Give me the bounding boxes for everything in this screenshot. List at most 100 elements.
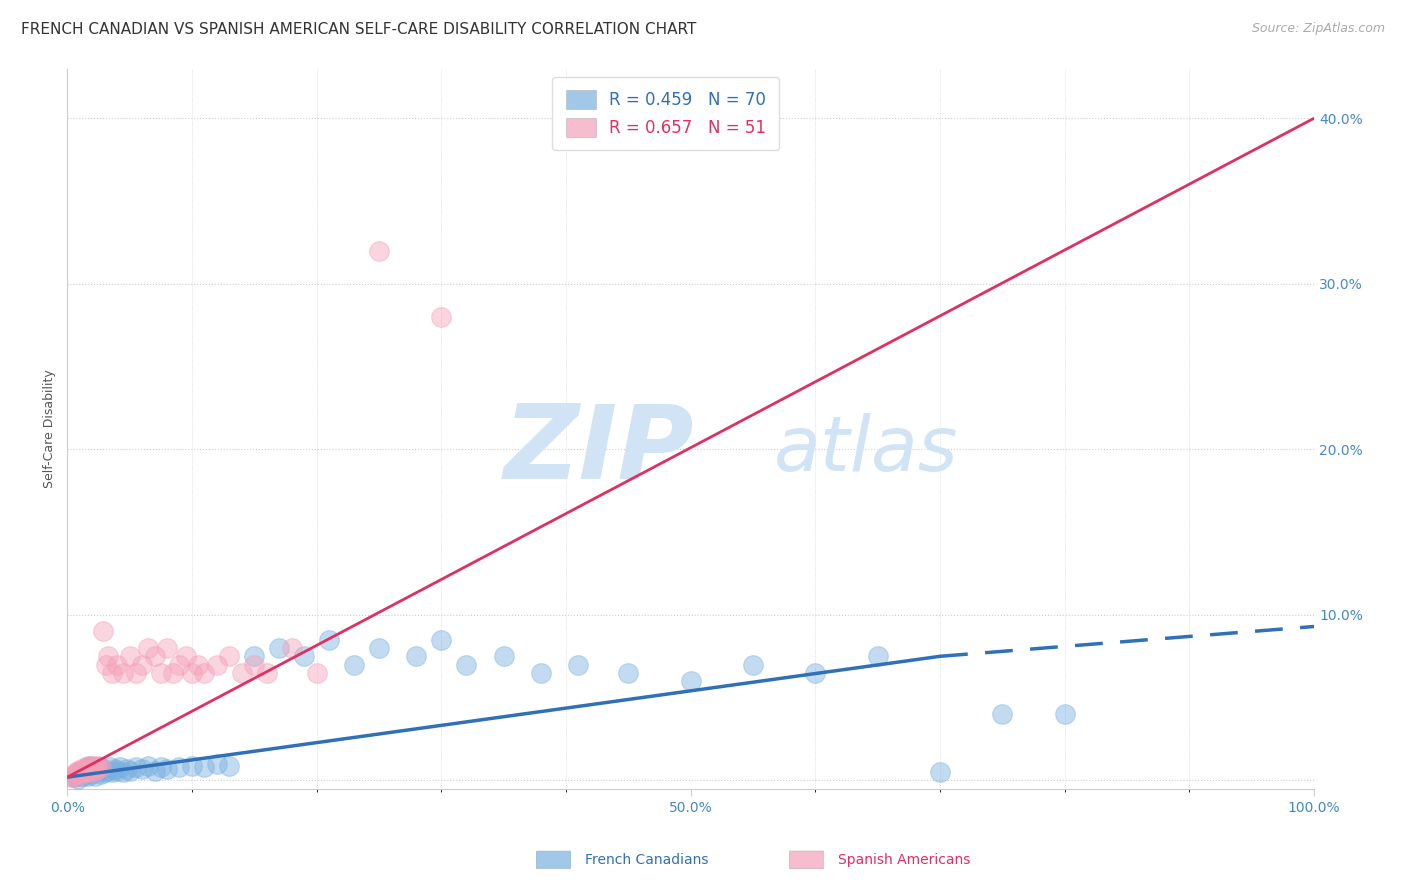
Point (98, 760, 121, 774)
Point (218, 758, 240, 772)
Point (83, 764, 105, 778)
Point (75, 767, 97, 781)
Point (567, 657, 589, 672)
Point (193, 760, 215, 774)
Point (101, 665, 124, 680)
Point (96, 764, 118, 778)
Point (70, 764, 93, 778)
Point (66, 767, 89, 781)
Text: FRENCH CANADIAN VS SPANISH AMERICAN SELF-CARE DISABILITY CORRELATION CHART: FRENCH CANADIAN VS SPANISH AMERICAN SELF… (21, 22, 696, 37)
Point (617, 665, 640, 680)
Point (69, 765, 91, 780)
Point (62, 768, 84, 782)
Point (804, 665, 827, 680)
Point (136, 640, 159, 655)
Text: Spanish Americans: Spanish Americans (838, 853, 970, 867)
Text: French Canadians: French Canadians (585, 853, 709, 867)
Point (82, 764, 104, 778)
Point (368, 244, 391, 258)
Point (69, 768, 91, 782)
Point (105, 657, 128, 672)
Point (84, 760, 107, 774)
Point (430, 632, 453, 647)
Point (87, 758, 110, 772)
Point (405, 649, 427, 664)
Point (65, 765, 87, 780)
Point (93, 765, 115, 780)
Point (125, 665, 148, 680)
Point (90, 760, 112, 774)
Point (94, 657, 117, 672)
Point (90, 767, 112, 781)
Point (866, 649, 889, 664)
Point (79, 765, 101, 780)
Point (280, 640, 302, 655)
Point (530, 665, 553, 680)
Point (456, 657, 478, 672)
FancyBboxPatch shape (789, 851, 824, 869)
Point (79, 758, 101, 772)
Point (104, 762, 127, 776)
Point (269, 640, 291, 655)
Point (115, 762, 138, 776)
Point (63, 767, 86, 781)
Point (149, 665, 172, 680)
Point (112, 765, 135, 780)
Point (169, 657, 191, 672)
Point (205, 756, 228, 771)
Point (76, 764, 98, 778)
Point (84, 762, 107, 776)
Point (76, 760, 98, 774)
Point (76, 765, 98, 780)
Point (83, 768, 105, 782)
Point (243, 657, 266, 672)
Point (368, 640, 391, 655)
Point (492, 649, 515, 664)
Point (231, 665, 253, 680)
Point (112, 665, 135, 680)
Point (77, 768, 100, 782)
Point (89, 760, 111, 774)
Point (75, 760, 97, 774)
Point (1053, 707, 1076, 722)
Point (101, 765, 124, 780)
Point (70, 767, 93, 781)
Point (174, 649, 197, 664)
Point (169, 760, 191, 774)
Point (82, 758, 104, 772)
Point (162, 665, 184, 680)
Legend: R = 0.459   N = 70, R = 0.657   N = 51: R = 0.459 N = 70, R = 0.657 N = 51 (553, 77, 779, 151)
Point (62, 770, 84, 784)
Point (79, 764, 101, 778)
Point (93, 624, 115, 639)
Point (86, 765, 108, 780)
Point (156, 640, 179, 655)
Point (77, 758, 100, 772)
Point (131, 657, 153, 672)
Point (187, 657, 209, 672)
Point (118, 764, 141, 778)
Point (218, 649, 240, 664)
Point (292, 649, 315, 664)
Point (91, 762, 114, 776)
Point (243, 649, 266, 664)
Point (136, 758, 159, 772)
Point (143, 764, 166, 778)
Point (82, 762, 104, 776)
Point (430, 310, 453, 324)
Point (66, 768, 89, 782)
Point (181, 665, 204, 680)
Point (82, 765, 104, 780)
Point (193, 665, 215, 680)
Point (318, 632, 340, 647)
Point (97, 649, 120, 664)
Point (679, 674, 702, 689)
Point (75, 762, 97, 776)
Point (65, 768, 87, 782)
Point (343, 657, 366, 672)
Point (991, 707, 1014, 722)
Point (80, 760, 103, 774)
Point (131, 762, 153, 776)
Point (73, 765, 96, 780)
Point (72, 764, 94, 778)
